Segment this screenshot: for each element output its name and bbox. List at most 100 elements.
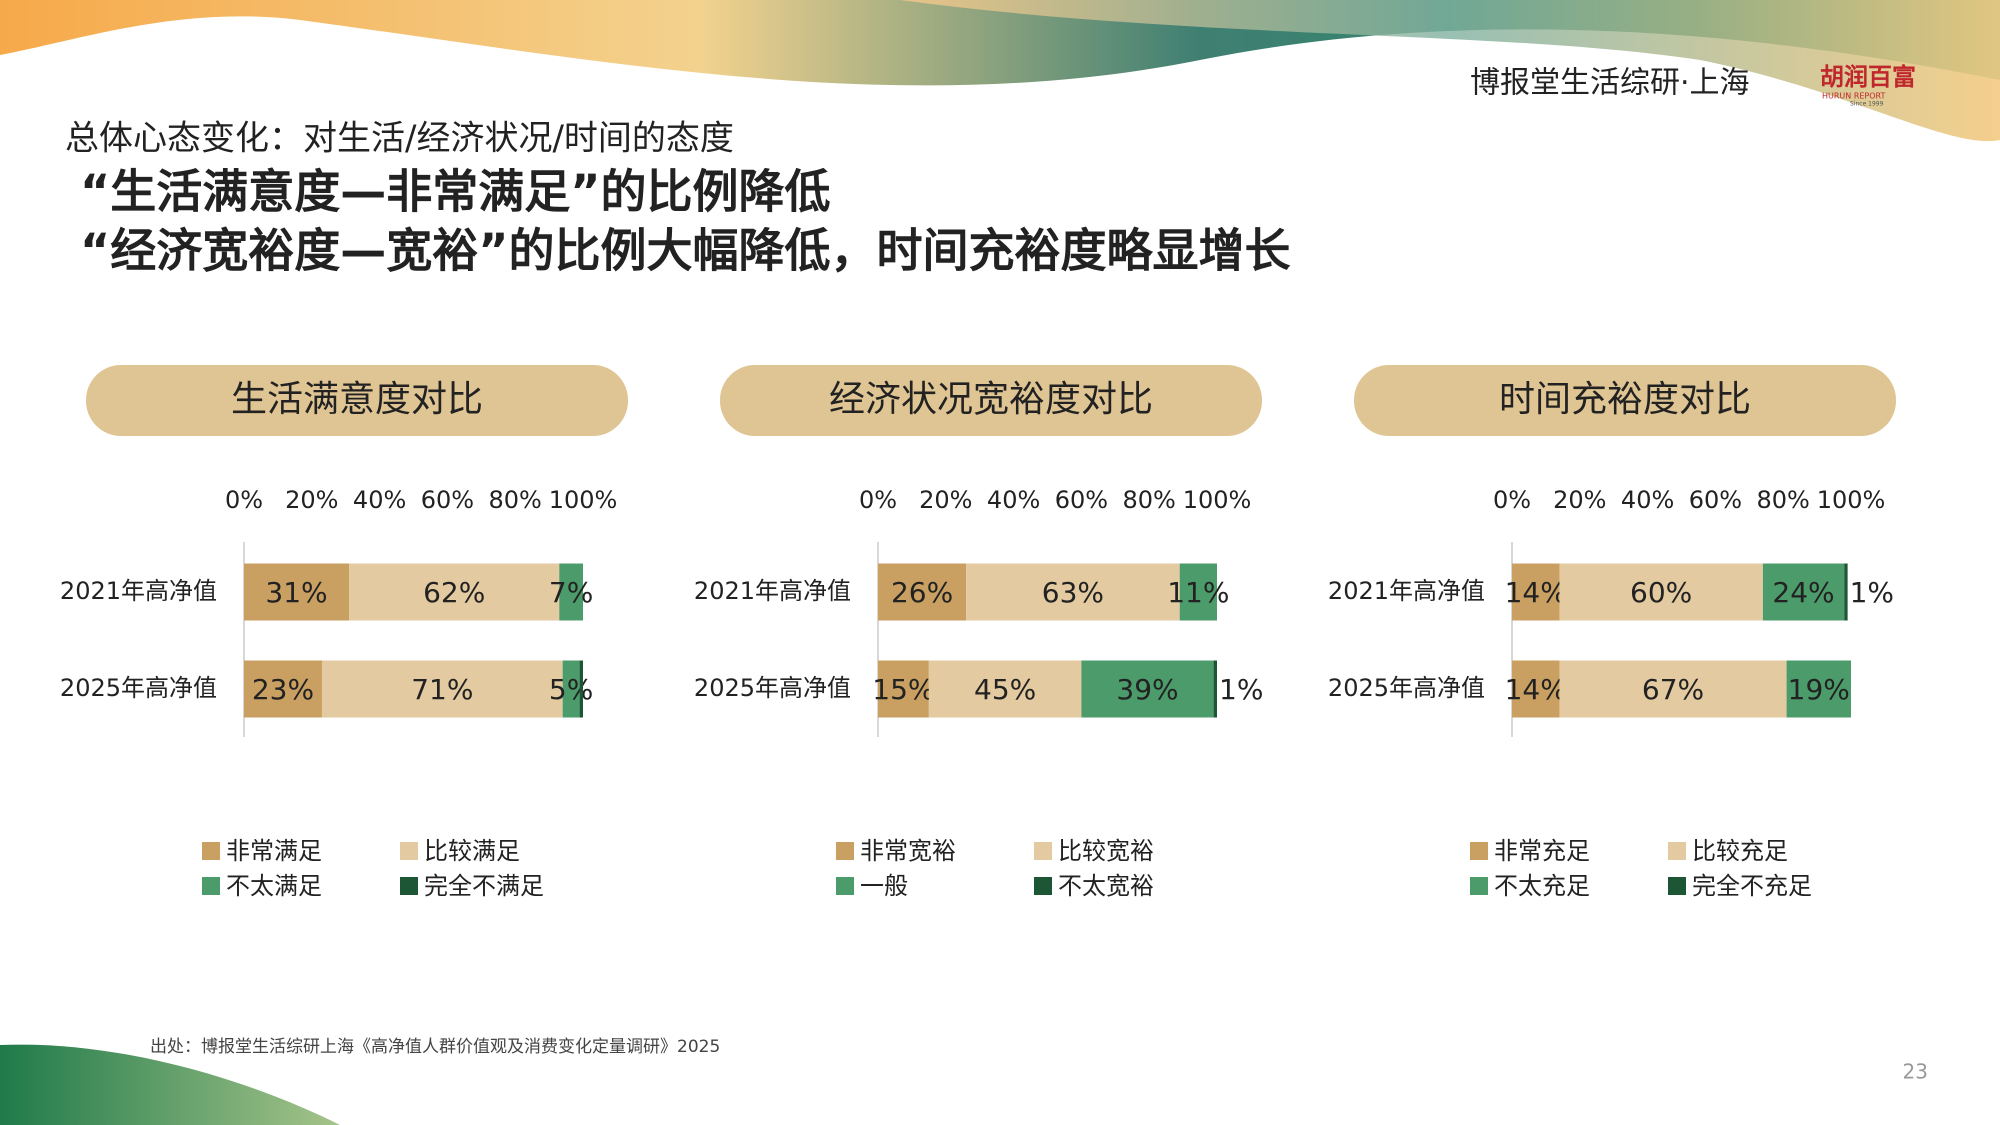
value-label: 1% <box>1219 673 1263 706</box>
legend-swatch <box>1470 842 1488 860</box>
legend-label: 不太充足 <box>1494 872 1590 900</box>
x-tick-label: 40% <box>353 486 406 514</box>
legend-swatch <box>400 877 418 895</box>
bar-segment <box>878 660 929 718</box>
headline: “经济宽裕度—宽裕”的比例大幅降低，时间充裕度略显增长 <box>80 224 1290 278</box>
bar-segment <box>1512 563 1560 621</box>
legend-swatch <box>1668 877 1686 895</box>
value-label: 39% <box>1116 673 1178 706</box>
category-label: 2025年高净值 <box>1328 674 1485 702</box>
x-tick-label: 60% <box>1689 486 1742 514</box>
bar-segment <box>1559 660 1787 718</box>
x-tick-label: 20% <box>919 486 972 514</box>
legend-label: 非常满足 <box>226 837 322 865</box>
legend-swatch <box>836 877 854 895</box>
value-label: 71% <box>411 673 473 706</box>
chart-title: 生活满意度对比 <box>231 379 483 420</box>
chart-title: 时间充裕度对比 <box>1499 379 1751 420</box>
value-label: 5% <box>549 673 593 706</box>
x-tick-label: 40% <box>987 486 1040 514</box>
legend-label: 一般 <box>860 872 908 900</box>
x-tick-label: 60% <box>1055 486 1108 514</box>
value-label: 23% <box>252 673 314 706</box>
legend-label: 不太宽裕 <box>1058 872 1154 900</box>
logo-sub: HURUN REPORT <box>1822 92 1886 101</box>
bar-segment <box>349 563 560 621</box>
value-label: 24% <box>1772 576 1834 609</box>
legend-label: 不太满足 <box>226 872 322 900</box>
x-tick-label: 0% <box>225 486 263 514</box>
x-tick-label: 80% <box>1757 486 1810 514</box>
x-tick-label: 0% <box>859 486 897 514</box>
x-tick-label: 80% <box>489 486 542 514</box>
value-label: 11% <box>1167 576 1229 609</box>
x-tick-label: 20% <box>285 486 338 514</box>
bar-segment <box>1559 563 1763 621</box>
x-tick-label: 20% <box>1553 486 1606 514</box>
bar-segment <box>1081 660 1214 718</box>
title-pill <box>720 365 1262 436</box>
legend-swatch <box>836 842 854 860</box>
legend-swatch <box>400 842 418 860</box>
bar-segment <box>559 563 583 621</box>
logo: 胡润百富 <box>1820 63 1916 91</box>
legend-swatch <box>1034 842 1052 860</box>
page-number: 23 <box>1903 1060 1928 1084</box>
value-label: 45% <box>974 673 1036 706</box>
legend-label: 完全不满足 <box>424 872 544 900</box>
x-tick-label: 60% <box>421 486 474 514</box>
title-pill <box>86 365 628 436</box>
value-label: 31% <box>265 576 327 609</box>
headline: “生活满意度—非常满足”的比例降低 <box>80 165 830 219</box>
legend-label: 比较充足 <box>1692 837 1788 865</box>
category-label: 2025年高净值 <box>694 674 851 702</box>
bar-segment <box>1844 563 1848 621</box>
value-label: 60% <box>1630 576 1692 609</box>
value-label: 15% <box>872 673 934 706</box>
legend-label: 非常宽裕 <box>860 837 956 865</box>
legend-label: 非常充足 <box>1494 837 1590 865</box>
bar-segment <box>928 660 1082 718</box>
top-wave-2 <box>900 0 2000 142</box>
category-label: 2025年高净值 <box>60 674 217 702</box>
title-pill <box>1354 365 1896 436</box>
bar-segment <box>244 660 322 718</box>
logo-since: Since 1999 <box>1850 101 1884 108</box>
brand: 博报堂生活综研·上海 <box>1470 66 1750 101</box>
legend-label: 比较宽裕 <box>1058 837 1154 865</box>
legend-swatch <box>1034 877 1052 895</box>
legend-swatch <box>1470 877 1488 895</box>
category-label: 2021年高净值 <box>694 577 851 605</box>
bar-segment <box>1762 563 1845 621</box>
bar-segment <box>1213 660 1217 718</box>
bar-segment <box>562 660 580 718</box>
chart-title: 经济状况宽裕度对比 <box>829 379 1153 420</box>
legend-swatch <box>1668 842 1686 860</box>
value-label: 19% <box>1788 673 1850 706</box>
x-tick-label: 100% <box>1183 486 1252 514</box>
x-tick-label: 0% <box>1493 486 1531 514</box>
value-label: 26% <box>891 576 953 609</box>
legend-label: 完全不充足 <box>1692 872 1812 900</box>
bar-segment <box>1179 563 1217 621</box>
category-label: 2021年高净值 <box>1328 577 1485 605</box>
bar-segment <box>966 563 1180 621</box>
value-label: 62% <box>423 576 485 609</box>
value-label: 7% <box>549 576 593 609</box>
value-label: 67% <box>1642 673 1704 706</box>
bar-segment <box>321 660 563 718</box>
source: 出处：博报堂生活综研上海《高净值人群价值观及消费变化定量调研》2025 <box>150 1037 720 1057</box>
bar-segment <box>1786 660 1851 718</box>
subtitle: 总体心态变化：对生活/经济状况/时间的态度 <box>65 119 734 159</box>
value-label: 14% <box>1505 673 1567 706</box>
bar-segment <box>878 563 967 621</box>
legend-swatch <box>202 877 220 895</box>
bar-segment <box>1512 660 1560 718</box>
value-label: 14% <box>1505 576 1567 609</box>
x-tick-label: 100% <box>1817 486 1886 514</box>
bottom-wave <box>0 1044 340 1125</box>
x-tick-label: 100% <box>549 486 618 514</box>
x-tick-label: 80% <box>1123 486 1176 514</box>
